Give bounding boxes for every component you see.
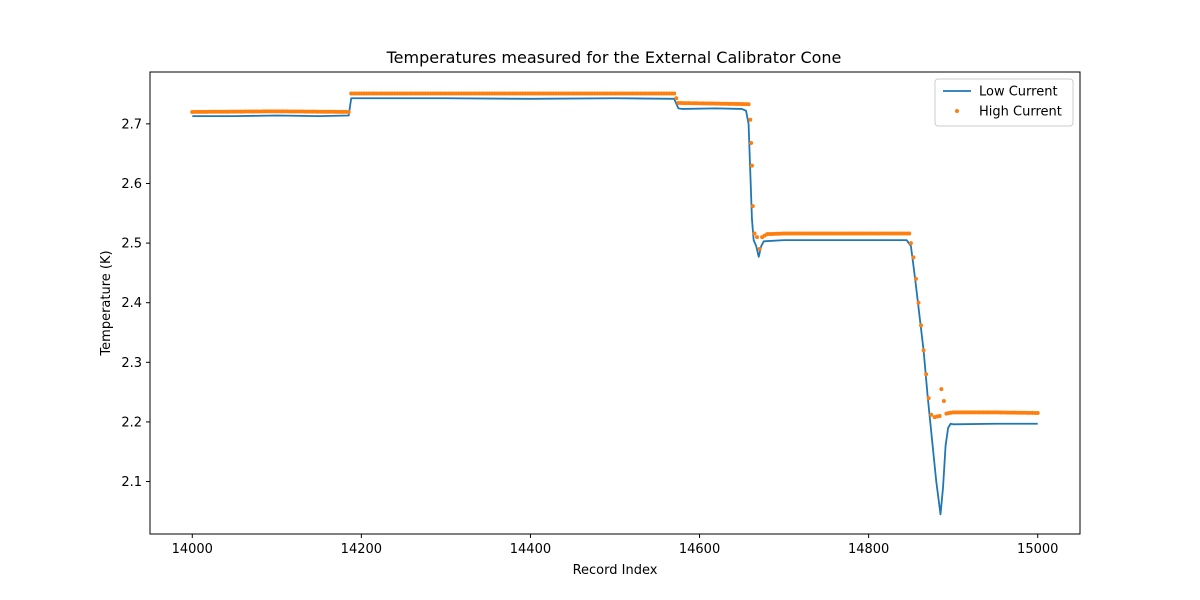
data-point (907, 231, 912, 236)
data-point (757, 247, 762, 252)
data-point (674, 96, 679, 101)
data-point (1035, 410, 1040, 415)
series-scatter-high-current (190, 91, 1040, 420)
x-tick-label: 14000 (172, 542, 213, 557)
data-point (929, 412, 934, 417)
x-tick-label: 14600 (679, 542, 720, 557)
data-point (919, 323, 924, 328)
y-tick-label: 2.2 (121, 415, 142, 430)
y-tick-label: 2.6 (121, 177, 142, 192)
legend-label: High Current (979, 105, 1062, 120)
data-point (755, 235, 760, 240)
y-tick-label: 2.5 (121, 237, 142, 252)
y-axis-label: Temperature (K) (99, 250, 114, 356)
y-tick-label: 2.4 (121, 296, 142, 311)
data-point (913, 276, 918, 281)
x-tick-label: 15000 (1017, 542, 1058, 557)
y-tick-label: 2.7 (121, 117, 142, 132)
data-point (746, 102, 751, 107)
x-tick-label: 14400 (510, 542, 551, 557)
data-point (908, 241, 913, 246)
data-point (752, 231, 757, 236)
y-axis: 2.1 2.2 2.3 2.4 2.5 2.6 2.7 (121, 117, 150, 490)
data-point (749, 163, 754, 168)
legend-label: Low Current (979, 85, 1058, 100)
x-tick-label: 14200 (341, 542, 382, 557)
data-point (750, 204, 755, 209)
y-tick-label: 2.1 (121, 475, 142, 490)
data-point (749, 140, 754, 145)
data-point (748, 117, 753, 122)
x-axis-label: Record Index (573, 563, 658, 578)
data-point (346, 109, 351, 114)
legend: Low Current High Current (934, 78, 1074, 127)
data-point (939, 387, 944, 392)
data-point (916, 300, 921, 305)
x-axis: 14000 14200 14400 14600 14800 15000 (172, 534, 1058, 557)
series-line-low-current (192, 97, 1038, 516)
x-tick-label: 14800 (848, 542, 889, 557)
data-point (911, 255, 916, 260)
data-point (937, 413, 942, 418)
data-point (921, 348, 926, 353)
data-point (924, 372, 929, 377)
data-point (941, 399, 946, 404)
data-point (672, 91, 677, 96)
chart-title: Temperatures measured for the External C… (386, 48, 842, 67)
legend-swatch-marker (955, 109, 959, 113)
y-tick-label: 2.3 (121, 356, 142, 371)
plot-marks (190, 91, 1040, 516)
data-point (926, 396, 931, 401)
